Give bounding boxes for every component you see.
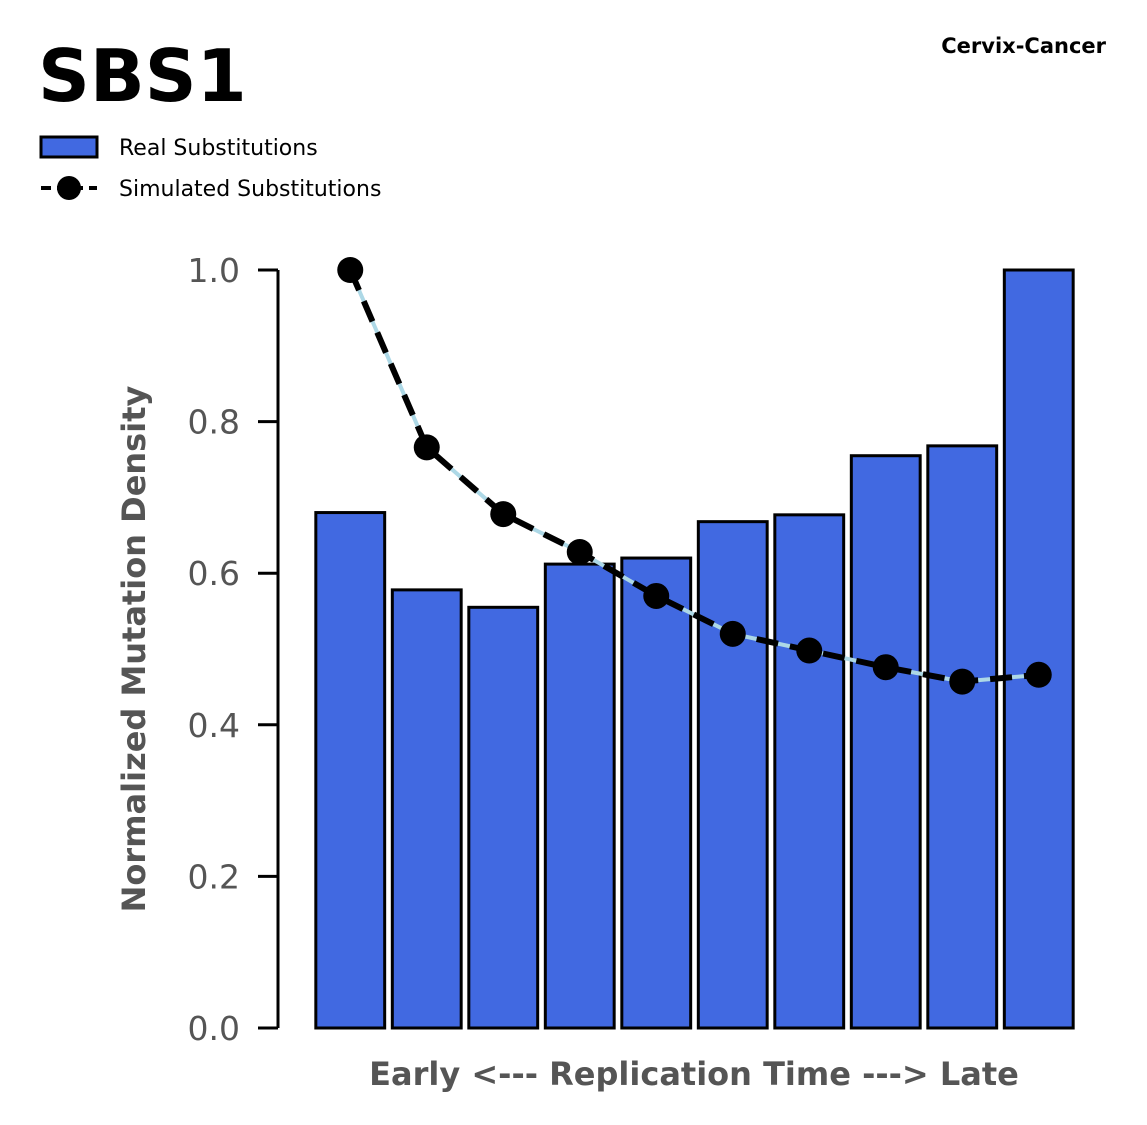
y-axis-label: Normalized Mutation Density <box>115 386 153 913</box>
legend-marker-swatch <box>57 176 81 200</box>
bar-real-2 <box>390 588 463 1030</box>
line-series <box>337 257 1052 695</box>
y-tick-label: 0.0 <box>188 1009 240 1048</box>
y-tick-label: 0.4 <box>188 706 240 745</box>
bar-real-9 <box>926 444 999 1030</box>
bar-real-5 <box>620 556 693 1030</box>
bar-real-6 <box>696 520 769 1030</box>
legend-bar-swatch <box>39 135 99 159</box>
bar-series <box>314 268 1075 1030</box>
bar-real-1 <box>314 511 387 1030</box>
bar-real-3 <box>467 605 540 1030</box>
simulated-point-2 <box>413 434 440 461</box>
legend: Real Substitutions Simulated Substitutio… <box>39 135 381 202</box>
x-axis-label: Early <--- Replication Time ---> Late <box>369 1055 1019 1093</box>
legend-label-simulated: Simulated Substitutions <box>119 177 381 202</box>
simulated-line <box>347 268 1040 685</box>
y-ticks: 0.0 0.2 0.4 0.6 0.8 1.0 <box>188 251 278 1048</box>
simulated-point-9 <box>949 668 976 695</box>
simulated-point-1 <box>337 257 364 283</box>
chart-subtitle: Cervix-Cancer <box>941 34 1106 58</box>
simulated-point-10 <box>1025 661 1052 688</box>
simulated-point-8 <box>872 654 899 681</box>
y-tick-label: 0.8 <box>188 403 240 442</box>
simulated-point-5 <box>643 582 670 609</box>
bar-real-7 <box>773 513 846 1030</box>
bar-real-8 <box>849 454 922 1030</box>
simulated-point-4 <box>566 538 593 565</box>
simulated-point-6 <box>719 620 746 647</box>
simulated-point-3 <box>490 501 517 528</box>
y-tick-label: 0.6 <box>188 554 240 593</box>
chart-title: SBS1 <box>38 34 247 118</box>
y-tick-label: 0.2 <box>188 857 240 896</box>
bar-real-10 <box>1002 268 1075 1030</box>
simulated-point-7 <box>796 637 823 664</box>
legend-label-real: Real Substitutions <box>119 136 318 161</box>
bar-real-4 <box>543 562 616 1030</box>
y-tick-label: 1.0 <box>188 251 240 290</box>
